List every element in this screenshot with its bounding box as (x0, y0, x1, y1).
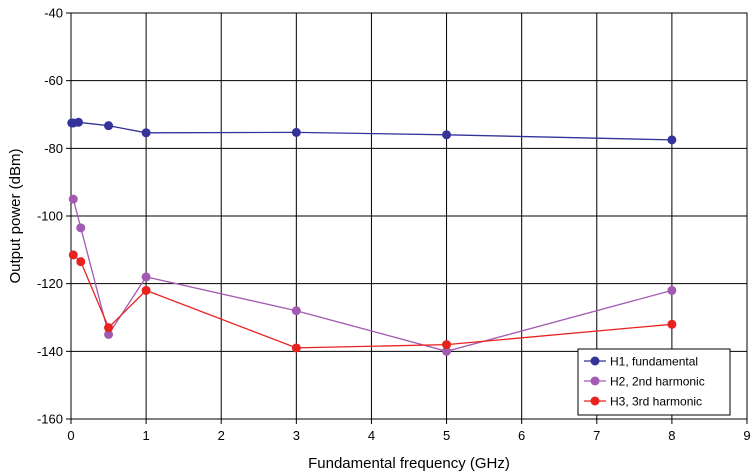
x-tick-label: 3 (293, 428, 300, 443)
data-point (667, 285, 677, 295)
legend-marker (590, 376, 600, 386)
legend-item: H2, 2nd harmonic (584, 375, 705, 389)
data-point (442, 130, 452, 140)
legend-label: H1, fundamental (610, 355, 698, 369)
x-tick-label: 4 (368, 428, 375, 443)
legend-marker (590, 356, 600, 366)
data-point (667, 135, 677, 145)
legend-item: H3, 3rd harmonic (584, 395, 702, 409)
data-point (141, 128, 151, 138)
data-point (68, 194, 78, 204)
legend-label: H3, 3rd harmonic (610, 395, 702, 409)
x-tick-label: 8 (668, 428, 675, 443)
y-tick-label: -140 (37, 344, 63, 359)
data-point (76, 223, 86, 233)
data-point (104, 323, 114, 333)
data-point (76, 257, 86, 267)
data-point (667, 319, 677, 329)
series-3 (68, 250, 677, 353)
data-point (141, 272, 151, 282)
x-tick-label: 7 (593, 428, 600, 443)
data-point (104, 121, 114, 131)
legend-marker (590, 396, 600, 406)
x-tick-label: 2 (218, 428, 225, 443)
data-point (68, 250, 78, 260)
data-point (104, 329, 114, 339)
y-axis-title: Output power (dBm) (7, 148, 24, 283)
x-axis-title: Fundamental frequency (GHz) (308, 455, 510, 472)
series-1 (67, 117, 677, 145)
data-point (442, 346, 452, 356)
y-tick-label: -40 (44, 6, 63, 21)
data-point (442, 340, 452, 350)
x-axis-ticks: 0 1 2 3 4 5 6 7 8 9 (67, 419, 750, 443)
y-tick-label: -80 (44, 141, 63, 156)
data-point (291, 306, 301, 316)
x-tick-label: 6 (518, 428, 525, 443)
y-tick-label: -120 (37, 276, 63, 291)
x-tick-label: 0 (67, 428, 74, 443)
legend: H1, fundamental H2, 2nd harmonic H3, 3rd h… (577, 348, 731, 416)
legend-label: H2, 2nd harmonic (610, 375, 705, 389)
x-tick-label: 5 (443, 428, 450, 443)
data-point (141, 285, 151, 295)
y-tick-label: -100 (37, 209, 63, 224)
y-tick-label: -60 (44, 73, 63, 88)
x-tick-label: 9 (743, 428, 750, 443)
legend-box (577, 348, 731, 416)
data-point (291, 343, 301, 353)
data-point (291, 127, 301, 137)
y-axis-ticks: -160 -140 -120 -100 -80 -60 -40 (37, 6, 71, 427)
series-group (67, 117, 677, 356)
data-point (74, 117, 84, 127)
legend-item: H1, fundamental (584, 355, 698, 369)
series-2 (68, 194, 677, 356)
x-tick-label: 1 (142, 428, 149, 443)
y-tick-label: -160 (37, 412, 63, 427)
